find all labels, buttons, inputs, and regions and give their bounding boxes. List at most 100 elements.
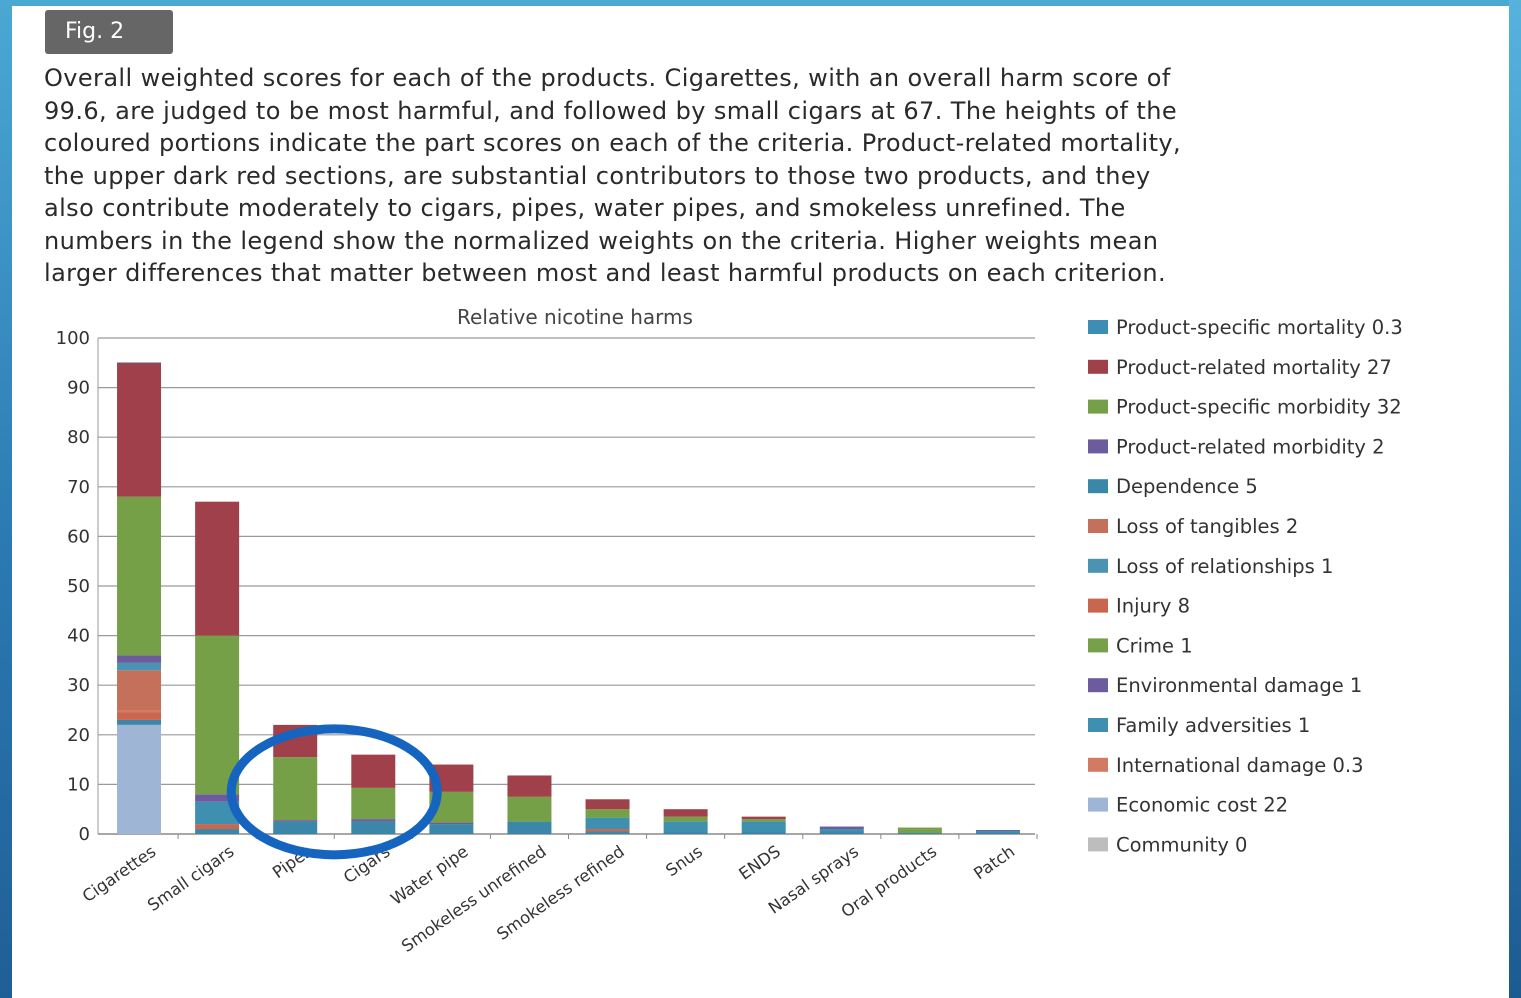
bar-segment bbox=[117, 362, 162, 497]
bars bbox=[117, 362, 1020, 834]
legend-label: Community 0 bbox=[1116, 833, 1247, 856]
legend-label: Product-specific mortality 0.3 bbox=[1116, 316, 1403, 339]
legend-swatch bbox=[1088, 320, 1108, 334]
legend-label: Crime 1 bbox=[1116, 634, 1193, 657]
x-tick-label: Patch bbox=[970, 842, 1018, 884]
bar-segment bbox=[975, 831, 1020, 833]
bar-segment bbox=[117, 496, 162, 656]
legend-label: Family adversities 1 bbox=[1116, 714, 1310, 737]
bar-segment bbox=[429, 824, 474, 834]
y-tick-label: 90 bbox=[67, 378, 90, 399]
bar-segment bbox=[195, 501, 240, 636]
legend-swatch bbox=[1088, 638, 1108, 653]
legend-swatch bbox=[1088, 399, 1108, 414]
legend-label: Economic cost 22 bbox=[1116, 794, 1288, 817]
legend-label: Product-specific morbidity 32 bbox=[1116, 396, 1402, 419]
legend-swatch bbox=[1088, 678, 1108, 693]
legend-swatch bbox=[1088, 797, 1108, 812]
bar-segment bbox=[897, 833, 942, 834]
legend-swatch bbox=[1088, 718, 1108, 732]
legend-label: Product-related mortality 27 bbox=[1116, 356, 1392, 379]
legend-label: Dependence 5 bbox=[1116, 475, 1258, 498]
bar-segment bbox=[819, 829, 864, 832]
chart-title: Relative nicotine harms bbox=[457, 305, 693, 329]
highlight-annotation bbox=[226, 724, 442, 860]
bar-segment bbox=[585, 809, 630, 818]
legend-swatch bbox=[1088, 359, 1108, 374]
bar-segment bbox=[663, 821, 708, 832]
bar-segment bbox=[975, 832, 1020, 834]
bar-segment bbox=[351, 787, 396, 820]
bar-segment bbox=[117, 724, 162, 834]
legend-swatch bbox=[1088, 558, 1108, 573]
bar-segment bbox=[663, 831, 708, 834]
x-tick-label: Smokeless refined bbox=[493, 842, 628, 944]
y-tick-label: 20 bbox=[67, 725, 90, 746]
bar-segment bbox=[195, 635, 240, 795]
bar-segment bbox=[351, 754, 396, 788]
y-tick-label: 0 bbox=[79, 824, 90, 845]
bar-segment bbox=[741, 819, 786, 822]
bar-segment bbox=[273, 757, 318, 821]
y-tick-label: 100 bbox=[56, 328, 90, 349]
bar-segment bbox=[195, 801, 240, 825]
bar-segment bbox=[351, 819, 396, 822]
bar-segment bbox=[195, 794, 240, 802]
x-tick-label: ENDS bbox=[735, 842, 784, 884]
bar-segment bbox=[507, 821, 552, 834]
bar-segment bbox=[195, 829, 240, 834]
y-axis: 0 10 20 30 40 50 60 70 80 90 100 bbox=[56, 328, 99, 845]
y-tick-label: 10 bbox=[67, 774, 90, 795]
legend-swatch bbox=[1088, 598, 1108, 613]
bar-segment bbox=[663, 809, 708, 817]
y-tick-label: 70 bbox=[67, 477, 90, 498]
bar-segment bbox=[507, 796, 552, 822]
legend-swatch bbox=[1088, 757, 1108, 772]
y-tick-label: 60 bbox=[67, 526, 90, 547]
bar-segment bbox=[585, 799, 630, 810]
slide-frame-right bbox=[1509, 0, 1521, 998]
y-tick-label: 40 bbox=[67, 626, 90, 647]
bar-segment bbox=[117, 710, 162, 713]
bar-segment bbox=[117, 655, 162, 663]
bar-segment bbox=[429, 822, 474, 825]
legend-swatch bbox=[1088, 439, 1108, 454]
bar-segment bbox=[585, 831, 630, 834]
bar-segment bbox=[741, 816, 786, 820]
bar-segment bbox=[741, 821, 786, 832]
highlight-ellipse bbox=[226, 724, 442, 860]
bar-segment bbox=[819, 826, 864, 830]
y-tick-label: 80 bbox=[67, 427, 90, 448]
bar-segment bbox=[975, 830, 1020, 832]
bar-segment bbox=[273, 820, 318, 822]
legend-swatch bbox=[1088, 479, 1108, 494]
bar-segment bbox=[897, 829, 942, 834]
legend-label: Environmental damage 1 bbox=[1116, 674, 1362, 697]
bar-segment bbox=[117, 362, 162, 363]
bar-segment bbox=[195, 824, 240, 830]
legend-label: International damage 0.3 bbox=[1116, 754, 1364, 777]
bar-segment bbox=[585, 817, 630, 830]
legend-swatch bbox=[1088, 519, 1108, 533]
bar-segment bbox=[507, 775, 552, 797]
bar-segment bbox=[663, 816, 708, 822]
bar-segment bbox=[741, 831, 786, 834]
bar-segment bbox=[117, 712, 162, 720]
y-tick-label: 50 bbox=[67, 576, 90, 597]
legend-label: Loss of tangibles 2 bbox=[1116, 515, 1298, 538]
chart-grid bbox=[98, 337, 1035, 835]
bar-segment bbox=[117, 670, 162, 710]
bar-segment bbox=[117, 719, 162, 725]
legend-label: Injury 8 bbox=[1116, 595, 1190, 618]
legend-swatch bbox=[1088, 837, 1108, 852]
chart-legend: Product-specific mortality 0.3 Product-re… bbox=[1088, 316, 1403, 856]
x-tick-label: Snus bbox=[662, 842, 706, 881]
legend-label: Product-related morbidity 2 bbox=[1116, 435, 1385, 458]
figure-badge: Fig. 2 bbox=[45, 10, 173, 54]
bar-segment bbox=[819, 831, 864, 834]
bar-segment bbox=[585, 829, 630, 832]
bar-segment bbox=[273, 821, 318, 834]
bar-segment bbox=[897, 827, 942, 830]
